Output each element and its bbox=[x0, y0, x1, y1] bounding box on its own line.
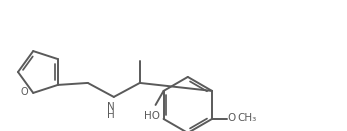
Text: HO: HO bbox=[144, 111, 160, 121]
Text: N: N bbox=[107, 102, 115, 112]
Text: H: H bbox=[107, 110, 115, 120]
Text: O: O bbox=[20, 87, 28, 97]
Text: O: O bbox=[227, 113, 235, 123]
Text: CH₃: CH₃ bbox=[237, 113, 256, 123]
